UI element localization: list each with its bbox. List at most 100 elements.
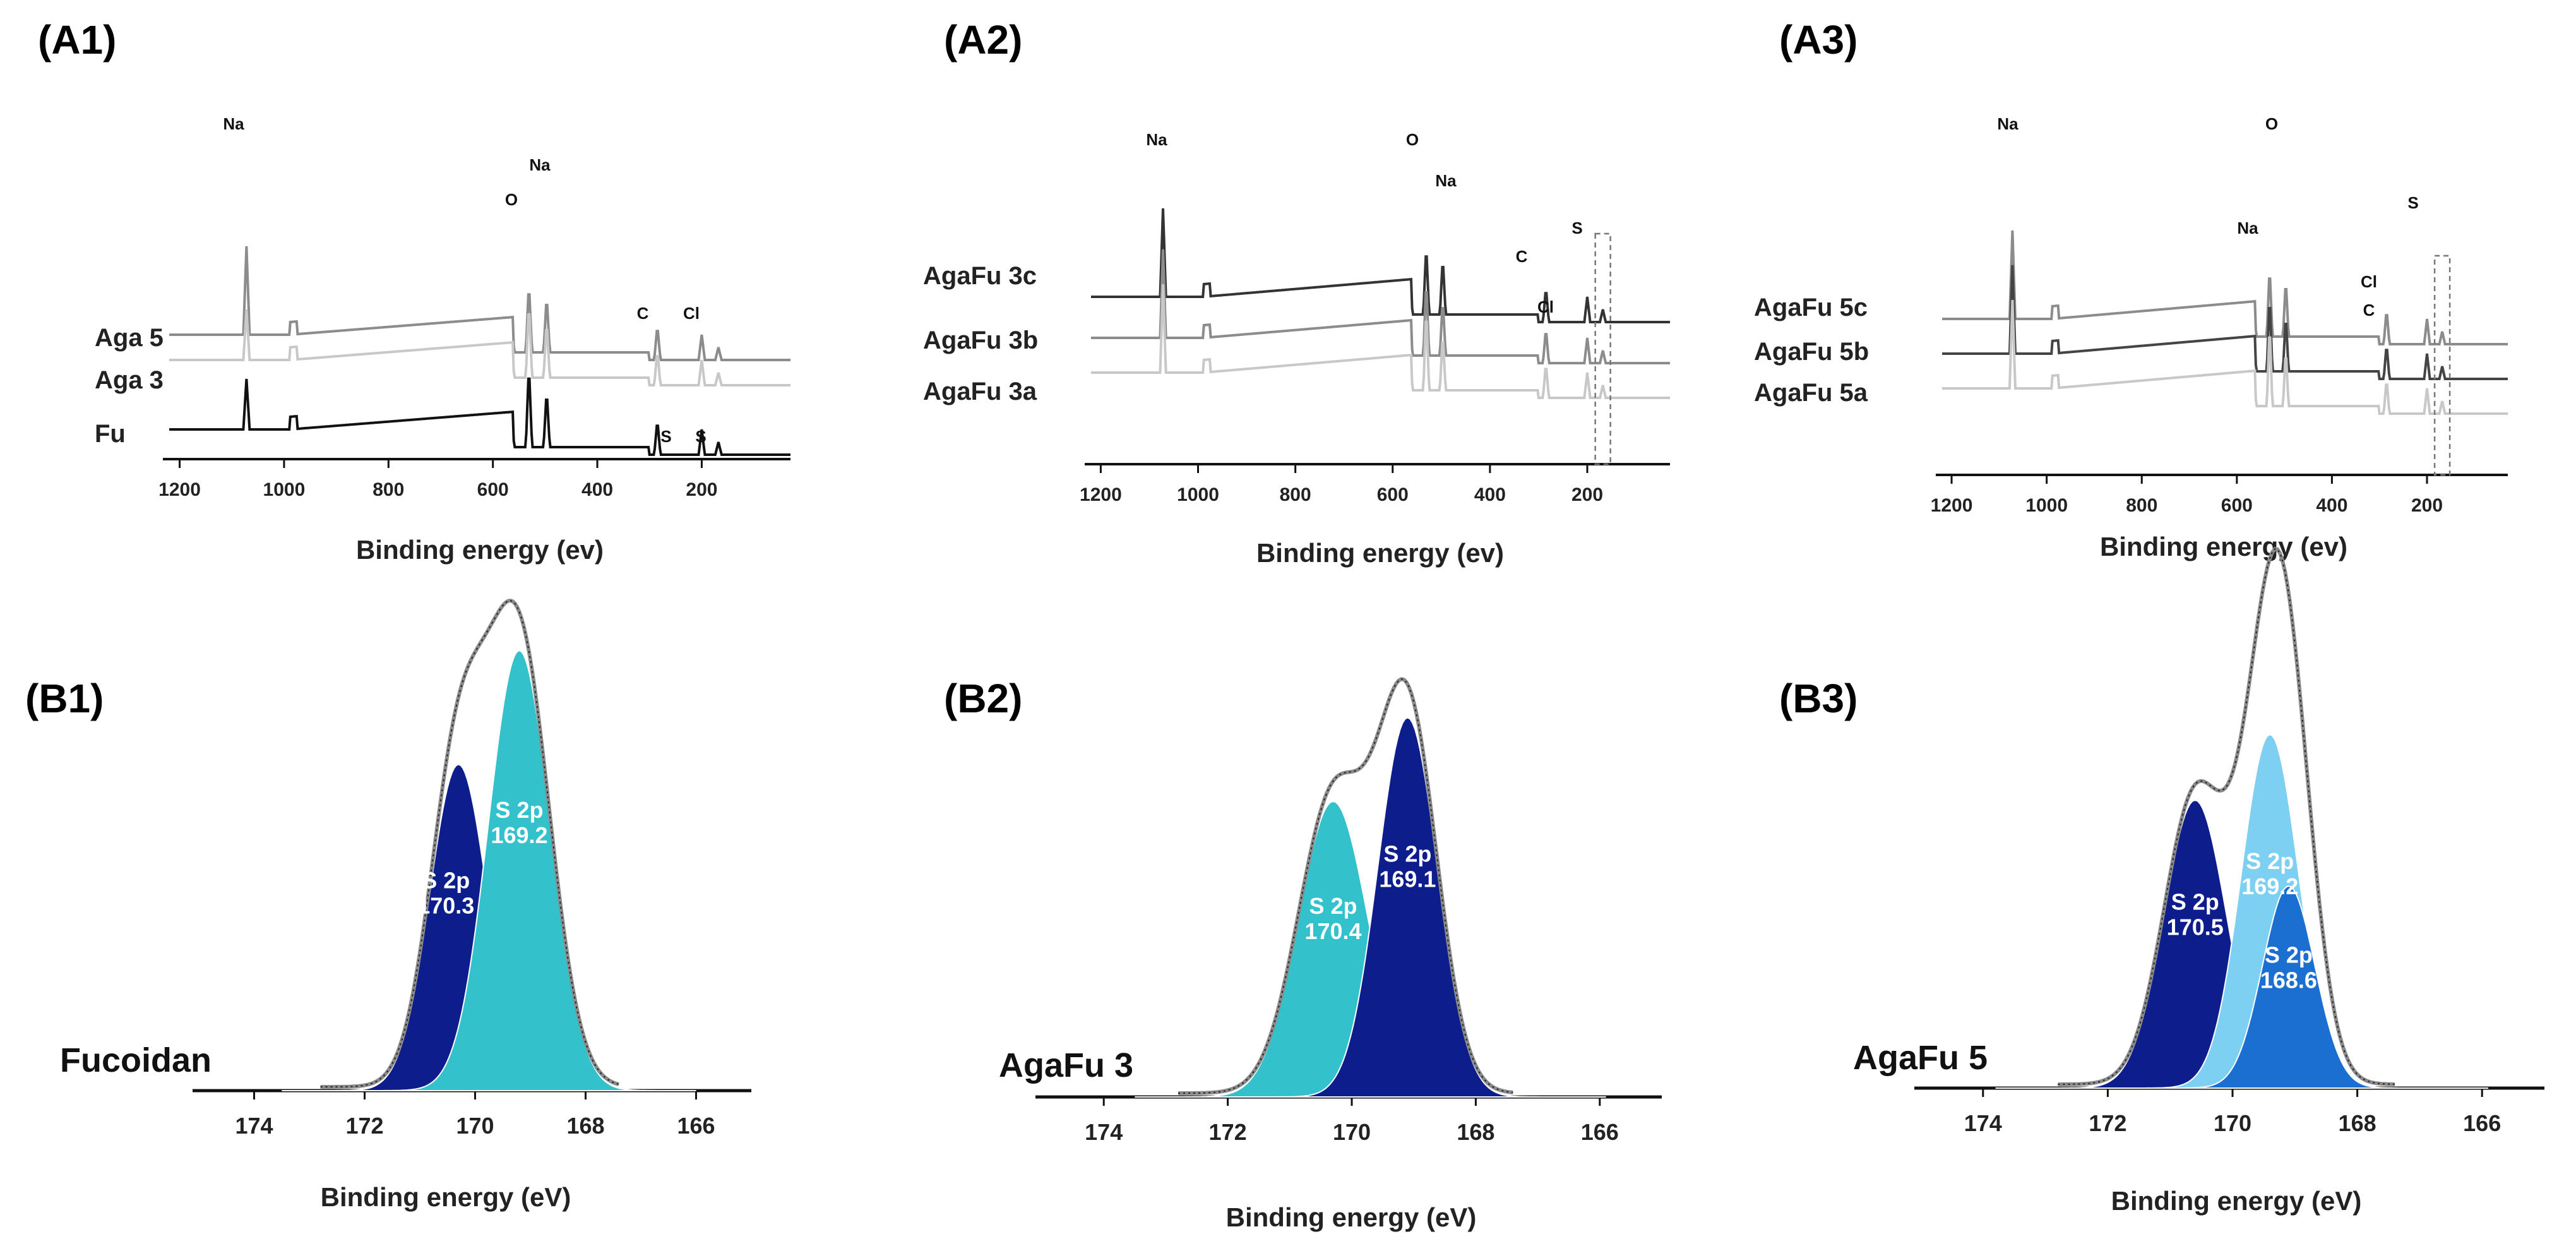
component-label-value: 169.1 <box>1379 866 1436 892</box>
peak-label: C <box>637 304 649 323</box>
sulfur-panel-3: (B3) 174 172 170 168 166 Binding energy (eV) Ag… <box>1779 546 2544 1216</box>
peak-label: O <box>2265 114 2278 133</box>
series-line <box>1942 230 2508 345</box>
x-tick-label: 172 <box>1209 1119 1247 1145</box>
panel-label: (B3) <box>1779 676 1857 721</box>
x-tick-label: 174 <box>1085 1119 1123 1145</box>
raw-data-line <box>1178 678 1513 1094</box>
x-tick-label: 400 <box>2316 495 2347 516</box>
fit-component-area <box>1209 717 1606 1098</box>
series-line <box>1091 208 1670 323</box>
component-label-value: 170.4 <box>1304 918 1361 944</box>
series-line <box>169 309 790 386</box>
x-tick-label: 172 <box>345 1113 383 1139</box>
sample-label: AgaFu 5 <box>1853 1039 1988 1077</box>
sample-label: Fucoidan <box>60 1041 212 1079</box>
x-tick-label: 1000 <box>263 479 306 500</box>
peak-label: Na <box>1435 171 1457 190</box>
component-label-value: 170.3 <box>417 893 474 919</box>
peak-label: Na <box>223 114 244 133</box>
sample-label: AgaFu 3 <box>999 1046 1133 1084</box>
component-label-name: S 2p <box>422 868 470 894</box>
peak-label: Na <box>1997 114 2018 133</box>
x-tick-label: 1000 <box>1177 484 1219 505</box>
x-tick-label: 170 <box>1333 1119 1371 1145</box>
peak-label: S <box>660 427 671 446</box>
x-tick-label: 172 <box>2089 1110 2126 1136</box>
component-label-name: S 2p <box>1309 893 1357 919</box>
x-tick-label: 170 <box>456 1113 494 1139</box>
x-tick-label: 600 <box>477 479 509 500</box>
sulfur-panel-2: (B2) 174 172 170 168 166 Binding energy (eV) Ag… <box>944 676 1662 1232</box>
series-line <box>1942 265 2508 380</box>
x-tick-label: 400 <box>581 479 613 500</box>
x-tick-label: 166 <box>677 1113 715 1139</box>
panel-label: (A1) <box>38 17 116 63</box>
sulfur-highlight-box <box>2433 255 2451 476</box>
peak-label: Na <box>1146 130 1167 149</box>
component-label-value: 168.6 <box>2260 967 2317 993</box>
x-tick-label: 200 <box>2411 495 2443 516</box>
peak-label: S <box>2407 193 2418 212</box>
raw-data-line <box>2058 548 2395 1085</box>
panel-label: (A3) <box>1779 17 1857 63</box>
series-line <box>1091 249 1670 364</box>
series-label: Fu <box>95 420 126 448</box>
x-tick-label: 1200 <box>1931 495 1973 516</box>
panel-label: (A2) <box>944 17 1022 63</box>
peak-label: O <box>1406 130 1419 149</box>
series-line <box>169 246 790 361</box>
x-tick-label: 800 <box>1280 484 1311 505</box>
x-axis-title: Binding energy (eV) <box>2111 1186 2362 1216</box>
component-label-name: S 2p <box>1383 841 1431 867</box>
x-tick-label: 200 <box>686 479 717 500</box>
survey-panel-2: (A2) 1200 1000 800 600 400 200 Binding energy (… <box>923 17 1670 568</box>
sulfur-highlight-box <box>1594 232 1611 465</box>
series-label: AgaFu 3c <box>923 262 1037 290</box>
x-tick-label: 1200 <box>158 479 201 500</box>
sulfur-panel-1: (B1) 174 172 170 168 166 Binding energy (eV) Fu… <box>25 599 751 1212</box>
series-label: AgaFu 3b <box>923 326 1038 354</box>
peak-label: S <box>695 427 706 446</box>
x-tick-label: 168 <box>566 1113 604 1139</box>
x-axis-title: Binding energy (ev) <box>356 535 604 565</box>
peak-label: S <box>1571 219 1582 237</box>
panel-label: (B1) <box>25 676 104 721</box>
x-tick-label: 600 <box>2221 495 2253 516</box>
x-tick-label: 1200 <box>1080 484 1122 505</box>
series-line <box>169 377 790 456</box>
x-tick-label: 168 <box>1457 1119 1494 1145</box>
series-label: Aga 3 <box>95 366 164 394</box>
x-tick-label: 168 <box>2339 1110 2376 1136</box>
x-tick-label: 200 <box>1571 484 1603 505</box>
x-axis-title: Binding energy (eV) <box>321 1182 571 1212</box>
peak-label: Cl <box>683 304 700 323</box>
peak-label: C <box>2363 301 2375 320</box>
component-label-name: S 2p <box>2265 942 2313 968</box>
x-tick-label: 174 <box>235 1113 273 1139</box>
survey-panel-3: (A3) 1200 1000 800 600 400 200 Binding energy (… <box>1754 17 2508 561</box>
series-label: AgaFu 5c <box>1754 294 1868 321</box>
x-tick-label: 1000 <box>2025 495 2068 516</box>
x-tick-label: 600 <box>1377 484 1409 505</box>
x-tick-label: 800 <box>2126 495 2157 516</box>
peak-label: Na <box>529 155 551 174</box>
x-axis-title: Binding energy (ev) <box>2100 532 2347 561</box>
series-label: Aga 5 <box>95 324 164 352</box>
component-label-value: 170.5 <box>2167 914 2224 940</box>
peak-label: Cl <box>1537 297 1554 316</box>
x-tick-label: 166 <box>2463 1110 2501 1136</box>
fit-component-area <box>342 649 696 1091</box>
component-label-value: 169.2 <box>2241 873 2298 899</box>
component-label-name: S 2p <box>2246 848 2294 874</box>
component-label-value: 169.2 <box>491 822 547 848</box>
component-label-name: S 2p <box>495 797 543 823</box>
component-label-name: S 2p <box>2171 889 2219 914</box>
x-axis-title: Binding energy (eV) <box>1226 1202 1477 1232</box>
x-axis-title: Binding energy (ev) <box>1256 538 1504 568</box>
x-tick-label: 166 <box>1581 1119 1619 1145</box>
x-tick-label: 400 <box>1474 484 1506 505</box>
x-tick-label: 170 <box>2214 1110 2251 1136</box>
raw-data-line <box>320 600 619 1087</box>
series-line <box>1091 284 1670 399</box>
